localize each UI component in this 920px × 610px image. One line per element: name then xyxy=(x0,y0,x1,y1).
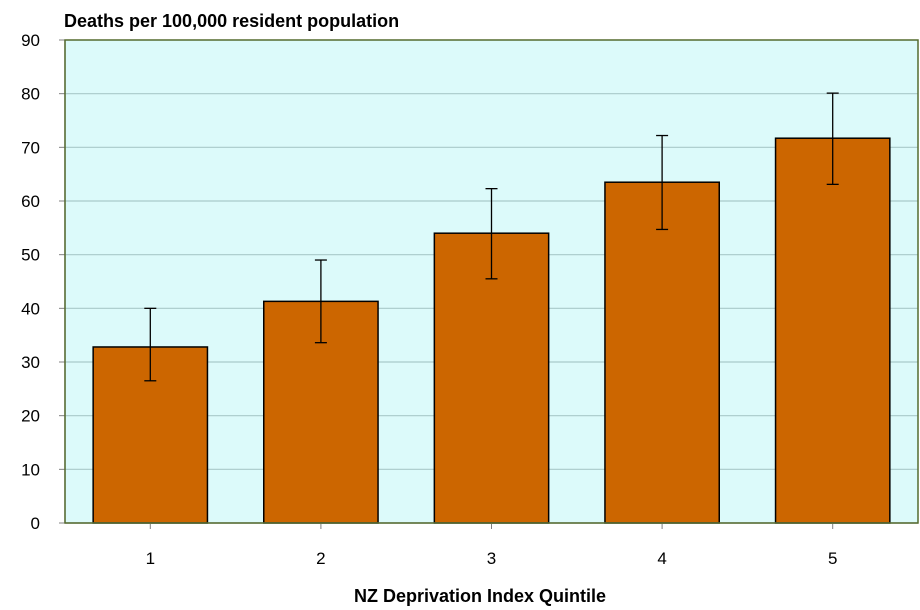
y-tick-label: 0 xyxy=(31,514,40,533)
plot-border xyxy=(64,39,919,524)
bar-4 xyxy=(604,181,721,524)
x-tick-label: 4 xyxy=(657,549,666,568)
bar-5 xyxy=(774,137,891,524)
x-tick-label: 1 xyxy=(146,549,155,568)
y-tick-label: 70 xyxy=(21,138,40,157)
y-tick-label: 30 xyxy=(21,353,40,372)
x-axis-title: NZ Deprivation Index Quintile xyxy=(354,586,606,606)
y-tick-label: 50 xyxy=(21,246,40,265)
y-tick-label: 60 xyxy=(21,192,40,211)
x-tick-label: 3 xyxy=(487,549,496,568)
x-tick-label: 2 xyxy=(316,549,325,568)
bar-3 xyxy=(433,232,550,524)
chart-title: Deaths per 100,000 resident population xyxy=(64,11,399,31)
y-tick-label: 20 xyxy=(21,407,40,426)
y-tick-label: 40 xyxy=(21,299,40,318)
y-tick-label: 90 xyxy=(21,31,40,50)
y-tick-label: 10 xyxy=(21,460,40,479)
x-tick-label: 5 xyxy=(828,549,837,568)
y-tick-label: 80 xyxy=(21,85,40,104)
